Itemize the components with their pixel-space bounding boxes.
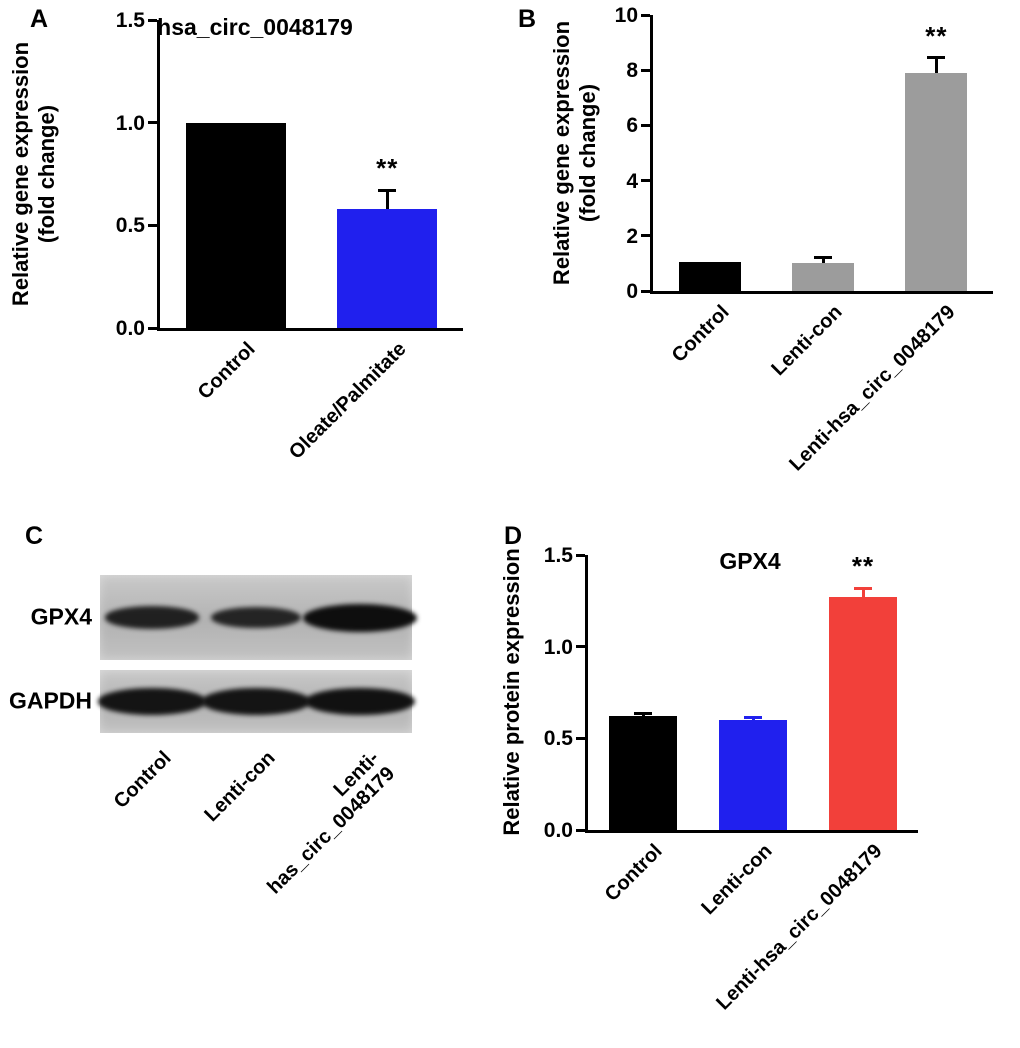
y-tick-mark xyxy=(641,289,650,293)
gpx4-blot-strip xyxy=(100,575,417,660)
x-category-label: Oleate/Palmitate xyxy=(285,338,411,464)
panel-d-y-axis-label: Relative protein expression xyxy=(499,548,525,836)
panel-a-title: hsa_circ_0048179 xyxy=(157,14,353,40)
panel-b-y-axis-label: Relative gene expression (fold change) xyxy=(549,20,600,286)
panel-d-letter: D xyxy=(504,522,523,550)
bar xyxy=(828,597,898,830)
protein-band xyxy=(98,688,206,715)
y-tick-label: 1.5 xyxy=(543,544,573,567)
panel-b-plot-area: 0 2 4 6 8 10 Control Lenti-con Lenti-hsa_circ_00… xyxy=(615,5,993,475)
bar xyxy=(905,72,968,291)
y-tick-label: 0.0 xyxy=(543,819,573,842)
error-bar-cap xyxy=(854,586,872,590)
bar xyxy=(791,263,855,291)
bar xyxy=(678,262,741,291)
y-tick-mark xyxy=(641,179,650,183)
protein-band xyxy=(202,688,310,715)
y-tick-mark xyxy=(641,13,650,17)
panel-c: C GPX4 GAPDH Control Lenti-con Lenti- ha… xyxy=(0,510,480,1048)
error-bar-cap xyxy=(378,188,397,192)
y-tick-label: 0 xyxy=(626,280,638,303)
significance-marker: ** xyxy=(851,551,875,581)
y-tick-mark xyxy=(148,18,157,22)
bar xyxy=(337,208,438,328)
bar xyxy=(718,720,788,830)
y-tick-mark xyxy=(576,736,585,740)
bar xyxy=(608,716,678,830)
y-tick-mark xyxy=(576,645,585,649)
y-tick-mark xyxy=(576,553,585,557)
y-tick-label: 6 xyxy=(626,114,638,138)
y-tick-mark xyxy=(576,828,585,832)
panel-c-letter: C xyxy=(25,522,44,550)
x-category-label: Lenti-con xyxy=(697,840,777,920)
error-bar-line xyxy=(861,588,865,598)
y-tick-label: 1.0 xyxy=(115,111,145,135)
y-tick-label: 2 xyxy=(626,224,638,248)
y-tick-mark xyxy=(641,234,650,238)
y-tick-label: 0.5 xyxy=(543,727,573,751)
x-category-label: Control xyxy=(667,301,734,367)
panel-d: D GPX4 Relative protein expression 0.0 0.… xyxy=(490,510,1020,1048)
gapdh-row-label: GAPDH xyxy=(8,687,92,714)
protein-band xyxy=(303,603,417,632)
y-tick-label: 8 xyxy=(626,59,638,83)
x-category-label: Lenti-hsa_circ_0048179 xyxy=(712,840,887,1015)
error-bar-line xyxy=(934,57,938,73)
error-bar-line xyxy=(385,190,389,209)
y-tick-label: 10 xyxy=(614,4,638,27)
error-bar-cap xyxy=(927,56,946,60)
panel-b-letter: B xyxy=(518,5,537,33)
x-category-label: Control xyxy=(600,840,667,906)
error-bar-cap xyxy=(634,712,652,716)
error-bar-cap xyxy=(814,256,832,260)
y-tick-mark xyxy=(148,223,157,227)
y-tick-label: 0.5 xyxy=(115,214,145,238)
error-bar-cap xyxy=(744,715,762,719)
panel-d-plot-area: 0.0 0.5 1.0 1.5 Control Lenti-con Lenti-hsa_ci… xyxy=(544,545,918,1014)
gapdh-blot-strip xyxy=(98,670,415,733)
y-tick-mark xyxy=(641,123,650,127)
panel-a-plot-area: 0.0 0.5 1.0 1.5 Control Oleate/Palmitate ** xyxy=(116,10,463,464)
x-category-label: Lenti-hsa_circ_0048179 xyxy=(785,301,960,476)
x-category-label: Lenti-con xyxy=(767,301,847,381)
protein-band xyxy=(305,688,415,715)
protein-band xyxy=(211,607,301,628)
panel-a-letter: A xyxy=(30,5,49,33)
panel-d-title: GPX4 xyxy=(719,548,781,574)
y-tick-label: 4 xyxy=(626,169,638,193)
significance-marker: ** xyxy=(376,153,399,184)
panel-b: B Relative gene expression (fold change)… xyxy=(500,0,1020,505)
y-tick-label: 1.0 xyxy=(543,635,573,659)
significance-marker: ** xyxy=(925,20,948,51)
gpx4-row-label: GPX4 xyxy=(30,603,92,630)
y-tick-mark xyxy=(148,121,157,125)
y-tick-mark xyxy=(148,326,157,330)
panel-a-y-axis-label: Relative gene expression (fold change) xyxy=(8,41,59,307)
y-tick-label: 1.5 xyxy=(115,9,145,32)
protein-band xyxy=(104,606,200,629)
error-bar-line xyxy=(821,257,825,264)
panel-a: A hsa_circ_0048179 Relative gene express… xyxy=(0,0,500,505)
y-tick-label: 0.0 xyxy=(115,317,145,340)
bar xyxy=(185,122,286,328)
y-tick-mark xyxy=(641,68,650,72)
